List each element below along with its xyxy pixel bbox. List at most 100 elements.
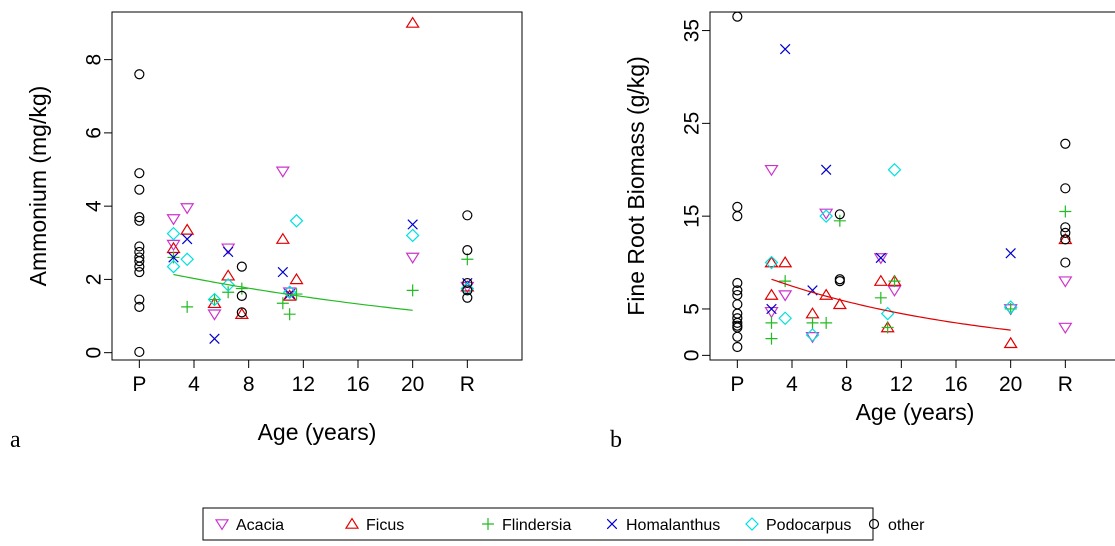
panel-b-point-flindersia	[874, 291, 887, 304]
panel-b-xtick-label: 20	[999, 373, 1022, 396]
panel-a-point-other	[462, 277, 473, 289]
panel-b-point-flindersia	[765, 316, 778, 329]
panel-a-point-ficus	[180, 223, 195, 235]
panel-b-xtick-label: P	[730, 373, 744, 396]
cross-icon	[606, 518, 618, 530]
panel-b-ytick-label: 25	[681, 112, 704, 135]
panel-a-point-other	[462, 285, 473, 296]
panel-a-fit-curve	[173, 273, 413, 311]
panel-b-plot-area	[709, 11, 1115, 361]
panel-a-point-other	[134, 212, 145, 223]
panel-a-xtick-label: R	[460, 373, 475, 396]
panel-a-point-other	[236, 307, 247, 318]
panel-b-point-homalanthus	[1005, 248, 1016, 259]
panel-b-point-ficus	[778, 256, 793, 268]
panel-a-point-homalanthus	[407, 219, 418, 230]
panel-b-point-flindersia	[765, 332, 778, 345]
panel-b-points	[732, 11, 1073, 353]
panel-b-ylabel: Fine Root Biomass (g/kg)	[623, 56, 649, 315]
panel-b-xtick-label: 16	[944, 373, 967, 396]
panel-a-point-acacia	[166, 214, 181, 226]
panel-a-point-other	[134, 184, 145, 195]
panel-b-point-other	[732, 285, 743, 296]
panel-a-point-flindersia	[461, 253, 474, 266]
legend-label-ficus: Ficus	[366, 517, 404, 534]
panel-b-point-acacia	[873, 253, 888, 265]
panel-a-point-other	[462, 245, 473, 256]
panel-a-point-flindersia	[208, 293, 221, 306]
panel-a-tag: a	[10, 427, 21, 453]
panel-b-point-flindersia	[1059, 205, 1072, 218]
panel-b-point-other	[732, 211, 743, 222]
panel-a-point-podocarpus	[180, 252, 195, 267]
panel-b-point-other	[732, 299, 743, 310]
panel-a-point-acacia	[180, 203, 195, 215]
legend-label-acacia: Acacia	[236, 517, 284, 534]
panel-b-point-podocarpus	[1003, 300, 1018, 314]
panel-b-xtick-label: R	[1058, 373, 1073, 396]
panel-a-xtick-label: 8	[243, 373, 255, 396]
panel-b-point-acacia	[1058, 276, 1073, 288]
panel-a-point-podocarpus	[221, 278, 236, 292]
panel-a-point-podocarpus	[166, 226, 181, 241]
panel-a-ytick-label: 0	[83, 347, 106, 359]
panel-a-xlabel: Age (years)	[258, 419, 377, 445]
circle-icon	[868, 518, 880, 530]
panel-a-point-other	[134, 294, 145, 305]
panel-b-point-flindersia	[779, 275, 792, 288]
panel-a-axes: P 4 8 12 16 20 R 0 2 4 6 8	[83, 54, 475, 396]
panel-a-point-flindersia	[222, 286, 235, 299]
panel-b-point-other	[1060, 234, 1071, 245]
legend-label-podocarpus: Podocarpus	[766, 517, 851, 534]
panel-b-point-ficus	[873, 274, 888, 286]
panel-a-point-flindersia	[283, 308, 296, 321]
panel-b-tag: b	[610, 427, 622, 453]
panel-a-point-other	[462, 292, 473, 303]
panel-a-point-ficus	[275, 232, 290, 244]
panel-a-point-other	[134, 301, 145, 312]
panel-b-xtick-label: 4	[786, 373, 798, 396]
panel-a-point-other	[236, 290, 247, 301]
panel-a-xtick-label: 16	[346, 373, 369, 396]
panel-a-point-flindersia	[406, 284, 419, 297]
panel-b-point-other	[834, 276, 845, 287]
panel-b-point-other	[732, 341, 743, 353]
panel-a-point-other	[462, 210, 473, 221]
panel-b-point-ficus	[1003, 336, 1018, 349]
panel-b-point-other	[732, 11, 743, 22]
panel-b-point-acacia	[887, 285, 902, 297]
panel-b-point-acacia	[764, 164, 779, 177]
panel-b-xlabel: Age (years)	[856, 399, 975, 425]
legend-label-flindersia: Flindersia	[502, 517, 571, 534]
panel-a-point-other	[134, 241, 145, 252]
panel-b-point-podocarpus	[887, 162, 902, 177]
panel-b-point-podocarpus	[805, 328, 820, 342]
panel-a-ytick-label: 6	[83, 127, 106, 139]
panel-a-point-other	[134, 168, 145, 179]
panel-a-point-podocarpus	[405, 228, 420, 243]
panel-b-point-podocarpus	[778, 311, 793, 326]
panel-a-points	[134, 16, 475, 358]
legend-box	[202, 507, 874, 541]
panel-a-point-acacia	[405, 252, 420, 264]
panel-b-point-other	[1060, 138, 1071, 149]
panel-b-point-flindersia	[833, 214, 846, 227]
triangle-up-icon	[344, 517, 360, 529]
panel-a-ytick-label: 2	[83, 274, 106, 286]
panel-b-xtick-label: 12	[890, 373, 913, 396]
panel-b-point-podocarpus	[819, 209, 834, 224]
legend-items: Acacia Ficus Flindersia Homalanthus Podocarp…	[214, 517, 925, 534]
panel-b-point-other	[732, 201, 743, 212]
panel-a-point-ficus	[221, 269, 236, 281]
panel-a-point-homalanthus	[222, 246, 234, 258]
panel-b-point-other	[732, 331, 743, 342]
panel-a-point-podocarpus	[289, 213, 304, 228]
panel-a-point-other	[236, 261, 247, 272]
panel-a-point-homalanthus	[277, 266, 289, 278]
panel-b-point-flindersia	[881, 321, 894, 334]
panel-a-point-flindersia	[181, 300, 194, 313]
panel-a-point-podocarpus	[166, 259, 181, 274]
panel-b-point-acacia	[778, 290, 793, 302]
legend-label-other: other	[888, 517, 925, 534]
panel-a-point-other	[134, 69, 145, 80]
